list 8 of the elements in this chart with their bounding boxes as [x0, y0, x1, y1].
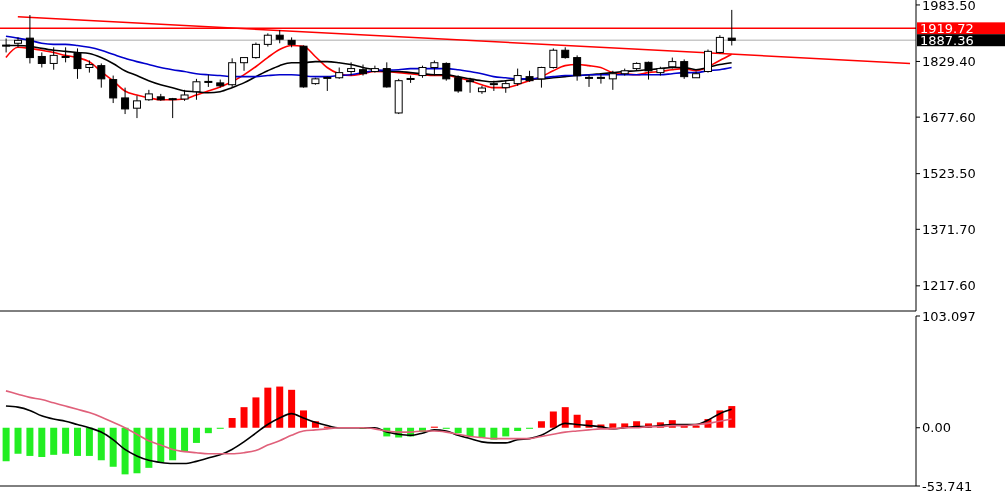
y-tick-label: 1677.60 [922, 109, 976, 125]
y-tick-label: 1523.50 [922, 166, 976, 182]
y-tick-label: 1217.60 [922, 278, 976, 294]
y-tick-label: 1371.70 [922, 221, 976, 237]
y-tick-label: -53.741 [922, 478, 973, 494]
y-tick-label: 1829.40 [922, 54, 976, 70]
y-tick-label: 0.00 [922, 420, 951, 436]
y-tick-label: 1983.50 [922, 0, 976, 13]
